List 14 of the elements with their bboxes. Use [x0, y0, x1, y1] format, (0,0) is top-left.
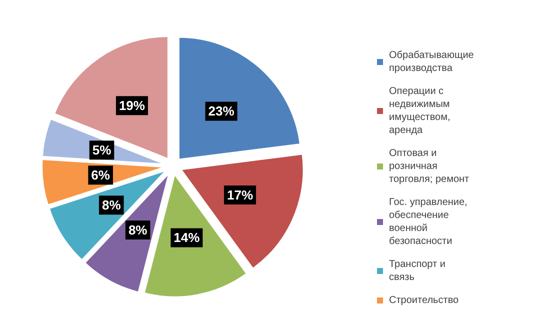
data-label: 17% [226, 187, 254, 202]
data-label: 23% [208, 104, 235, 119]
data-label: 19% [118, 98, 146, 114]
data-label: 8% [128, 222, 148, 238]
legend-label: Строительство [389, 295, 460, 306]
legend-label: Оптовая и розничная торговля; ремонт [389, 148, 470, 185]
legend-label: Гос. управление, обеспечение военной безопасности [389, 197, 470, 247]
data-label: 6% [91, 168, 110, 183]
data-label: 14% [174, 230, 200, 246]
data-label: 8% [102, 198, 122, 213]
legend-label: Транспорт и связь [389, 259, 448, 283]
legend-label: Операции с недвижимым имуществом, аренда [389, 86, 454, 136]
legend-label: Обрабатывающие производства [389, 50, 477, 74]
data-label: 5% [92, 142, 112, 158]
